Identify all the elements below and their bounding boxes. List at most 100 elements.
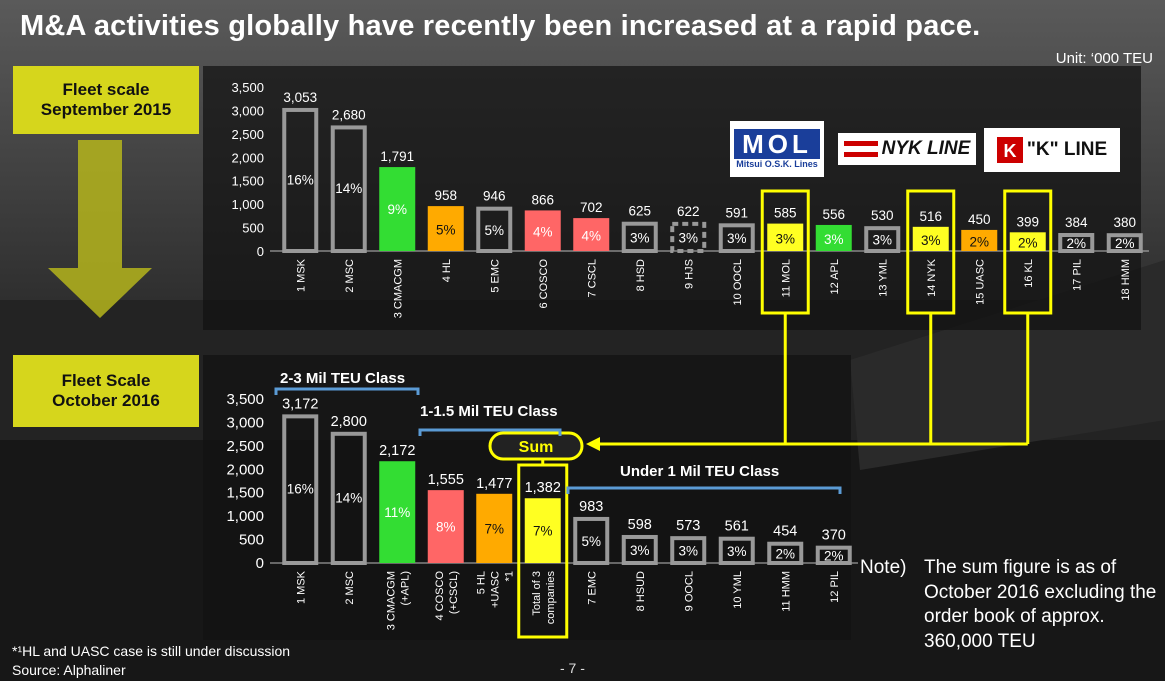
- class-bracket-line: [274, 387, 420, 395]
- chart2-ytick-label: 1,500: [226, 485, 264, 502]
- chart1-category-label: 3 CMACGM: [392, 259, 404, 318]
- chart1-category-label: 16 KL: [1023, 259, 1035, 288]
- class-bracket-line: [418, 428, 562, 436]
- chart1-category-label: 12 APL: [829, 259, 841, 294]
- chart1-highlight-box: [1003, 189, 1053, 315]
- chart2-bar: [330, 431, 367, 565]
- chart2-value-label: 1,477: [476, 476, 512, 492]
- chart1-bar: [1058, 233, 1095, 253]
- chart1-ytick-label: 1,000: [231, 197, 264, 212]
- chart2-value-label: 454: [773, 524, 797, 540]
- chart2-category-label: 7 EMC: [586, 571, 598, 605]
- note-text: The sum figure is as of October 2016 exc…: [924, 557, 1157, 652]
- chart2-category-label: 9 OOCL: [683, 571, 695, 611]
- chart1-value-label: 516: [919, 209, 942, 224]
- chart2-value-label: 561: [725, 519, 749, 535]
- chart2-value-label: 983: [579, 499, 603, 515]
- chart1-share-label: 3%: [678, 230, 698, 245]
- chart2-bar: [815, 545, 852, 565]
- chart2-value-label: 3,172: [282, 396, 318, 412]
- unit-label: Unit: ‘000 TEU: [1055, 50, 1153, 67]
- chart1-bar: [282, 107, 319, 253]
- chart1-category-label: 8 HSD: [635, 259, 647, 291]
- chart2-category-label: companies: [545, 571, 557, 625]
- footnote-source: Source: Alphaliner: [12, 662, 126, 678]
- chart1-category-label: 5 EMC: [489, 259, 501, 293]
- chart-2016-panel: [203, 355, 851, 640]
- chart2-value-label: 1,382: [525, 480, 561, 496]
- chart2-ytick-label: 500: [239, 532, 264, 549]
- chart2-ytick-label: 2,500: [226, 438, 264, 455]
- chart1-value-label: 702: [580, 200, 603, 215]
- chart1-value-label: 3,053: [283, 90, 317, 105]
- note-label: Note): [860, 557, 907, 578]
- chart1-bar: [573, 218, 610, 251]
- chart2-share-label: 14%: [335, 490, 362, 505]
- chart1-share-label: 5%: [436, 223, 456, 238]
- chart1-category-label: 2 MSC: [344, 259, 356, 293]
- chart2-value-label: 1,555: [428, 472, 464, 488]
- chart2-share-label: 2%: [824, 548, 844, 563]
- chart2-value-label: 370: [822, 528, 846, 544]
- chart1-bar: [524, 210, 561, 251]
- chart2-value-label: 2,800: [331, 414, 367, 430]
- chart2-share-label: 8%: [436, 520, 456, 535]
- chart1-share-label: 3%: [727, 231, 747, 246]
- class-bracket-line: [566, 486, 842, 494]
- chart2-ytick-label: 3,000: [226, 414, 264, 431]
- chart1-share-label: 3%: [630, 230, 650, 245]
- chart1-value-label: 866: [531, 192, 554, 207]
- chart1-bar: [1106, 233, 1143, 254]
- chart1-ytick-label: 500: [242, 221, 264, 236]
- chart2-category-label: 2 MSC: [344, 571, 356, 605]
- chart2-category-label: 4 COSCO: [434, 571, 446, 621]
- chart1-share-label: 2%: [1066, 236, 1086, 251]
- chart1-category-label: 15 UASC: [974, 259, 986, 305]
- chart2-share-label: 16%: [287, 482, 314, 497]
- fleet-2016-label-line2: October 2016: [52, 391, 160, 410]
- chart1-bar: [670, 221, 707, 254]
- footnote-hl-uasc: *¹HL and UASC case is still under discus…: [12, 643, 291, 659]
- chart2-share-label: 3%: [630, 543, 650, 558]
- chart1-category-label: 7 CSCL: [586, 259, 598, 298]
- chart1-bar: [621, 221, 658, 253]
- chart1-share-label: 16%: [287, 172, 314, 187]
- chart1-value-label: 946: [483, 189, 506, 204]
- sum-pill: [488, 431, 584, 461]
- chart2-category-label: 8 HSUD: [635, 571, 647, 611]
- mol-logo-subtext: Mitsui O.S.K. Lines: [736, 159, 818, 169]
- chart2-category-label: 12 PIL: [829, 571, 841, 603]
- chart2-category-label: (+CSCL): [448, 571, 460, 614]
- chart2-share-label: 3%: [727, 544, 747, 559]
- chart1-share-label: 3%: [921, 233, 941, 248]
- chart2-bar: [379, 461, 416, 563]
- chart1-category-label: 11 MOL: [780, 259, 792, 297]
- chart1-value-label: 399: [1016, 214, 1039, 229]
- chart2-category-label: 1 MSK: [295, 570, 307, 604]
- chart1-share-label: 4%: [533, 225, 553, 240]
- chart1-share-label: 3%: [775, 231, 795, 246]
- kline-mark-icon: K: [996, 137, 1023, 163]
- fleet-2016-label-line1: Fleet Scale: [61, 371, 151, 390]
- chart2-share-label: 3%: [678, 544, 698, 559]
- chart1-bar: [476, 206, 513, 253]
- chart1-ytick-label: 1,500: [231, 174, 264, 189]
- chart1-bar: [718, 223, 755, 254]
- mol-logo-text: MOL: [734, 129, 820, 159]
- chart1-value-label: 530: [871, 208, 894, 223]
- chart1-category-label: 6 COSCO: [538, 259, 550, 309]
- chart1-share-label: 5%: [484, 223, 504, 238]
- chart1-value-label: 384: [1065, 215, 1088, 230]
- chart2-category-label: Total of 3: [531, 571, 543, 616]
- svg-text:K: K: [1003, 141, 1016, 161]
- chart1-bar: [815, 224, 852, 251]
- class-bracket-label: 2-3 Mil TEU Class: [280, 370, 405, 387]
- chart1-share-label: 14%: [335, 181, 362, 196]
- chart1-ytick-label: 0: [257, 244, 264, 259]
- chart1-bar: [379, 167, 416, 251]
- chart2-bar: [476, 493, 513, 563]
- sum-label: Sum: [519, 439, 554, 456]
- chart1-share-label: 4%: [581, 229, 601, 244]
- connector-arrowhead-icon: [586, 437, 600, 451]
